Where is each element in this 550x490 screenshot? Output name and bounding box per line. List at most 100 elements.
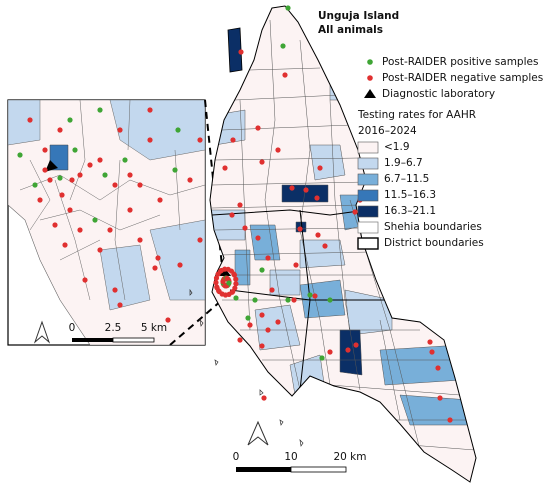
legend-swatch	[357, 141, 379, 154]
positive-sample	[319, 355, 325, 361]
positive-sample	[226, 280, 232, 286]
negative-sample	[230, 137, 236, 143]
north-arrow	[247, 420, 269, 446]
negative-sample	[231, 271, 237, 277]
negative-sample	[112, 182, 118, 188]
negative-sample	[230, 289, 236, 295]
negative-sample	[247, 322, 253, 328]
negative-sample	[177, 262, 183, 268]
negative-sample	[353, 342, 359, 348]
positive-sample	[327, 297, 333, 303]
legend-label: 1.9–6.7	[384, 157, 423, 169]
negative-sample	[218, 268, 224, 274]
scale-label: 0	[233, 451, 240, 463]
legend-heading: Testing rates for AAHR	[357, 109, 476, 121]
positive-sample	[57, 175, 63, 181]
islet	[227, 27, 243, 73]
inset-map: 0 2.5 5 km	[7, 99, 206, 346]
legend-period: 2016–2024	[358, 125, 417, 137]
shehia	[269, 269, 301, 296]
laboratory	[219, 268, 231, 276]
negative-sample	[155, 255, 161, 261]
negative-sample	[97, 157, 103, 163]
inset-north-arrow	[33, 320, 51, 344]
negative-sample	[127, 207, 133, 213]
negative-sample	[137, 237, 143, 243]
inset-shehia	[149, 219, 205, 301]
shehia	[281, 184, 329, 203]
negative-sample	[261, 395, 267, 401]
legend-swatch	[357, 205, 379, 218]
positive-sample	[17, 152, 23, 158]
legend-swatch	[357, 157, 379, 170]
positive-sample	[259, 267, 265, 273]
inset-scale-label: 0	[69, 322, 76, 334]
negative-sample	[265, 327, 271, 333]
positive-sample	[92, 217, 98, 223]
negative-sample	[157, 197, 163, 203]
positive-sample	[97, 107, 103, 113]
positive-sample	[285, 297, 291, 303]
negative-sample	[214, 285, 220, 291]
negative-sample	[345, 347, 351, 353]
shehia	[210, 209, 246, 241]
negative-sample	[233, 281, 239, 287]
negative-sample	[259, 312, 265, 318]
legend-label: Diagnostic laboratory	[382, 88, 495, 100]
shehia	[344, 289, 393, 336]
negative-sample	[112, 287, 118, 293]
negative-sample	[289, 185, 295, 191]
shehia	[299, 279, 346, 319]
inset-shehia	[8, 100, 41, 146]
legend-swatch	[357, 221, 379, 234]
negative-sample	[59, 192, 65, 198]
negative-sample	[197, 137, 203, 143]
negative-sample	[107, 227, 113, 233]
negative-sample	[312, 293, 318, 299]
negative-sample	[237, 337, 243, 343]
positive-sample	[67, 117, 73, 123]
negative-sample	[322, 243, 328, 249]
inset-shehia	[109, 100, 205, 161]
negative-sample	[275, 147, 281, 153]
negative-sample	[315, 232, 321, 238]
negative-sample	[42, 167, 48, 173]
negative-sample	[197, 237, 203, 243]
scale-label: 10	[284, 451, 297, 463]
inset-connector	[169, 99, 223, 346]
negative-sample	[291, 297, 297, 303]
negative-sample	[327, 349, 333, 355]
negative-sample	[259, 343, 265, 349]
inset-scale-label: 2.5	[105, 322, 122, 334]
legend-label: 6.7–11.5	[384, 173, 429, 185]
negative-sample	[259, 159, 265, 165]
negative-sample	[429, 349, 435, 355]
shehia	[249, 224, 281, 261]
positive-sample	[280, 43, 286, 49]
positive-sample	[285, 5, 291, 11]
negative-sample	[435, 365, 441, 371]
negative-sample	[255, 235, 261, 241]
legend-label: 16.3–21.1	[384, 205, 436, 217]
negative-sample	[269, 287, 275, 293]
inset-scale-bar	[72, 338, 113, 342]
negative-sample	[97, 247, 103, 253]
negative-sample	[69, 177, 75, 183]
shehia	[379, 344, 463, 386]
negative-sample	[137, 182, 143, 188]
negative-sample	[233, 276, 239, 282]
negative-sample	[314, 195, 320, 201]
negative-sample	[282, 72, 288, 78]
negative-sample	[213, 275, 220, 281]
negative-sample	[293, 262, 299, 268]
positive-sample	[175, 127, 181, 133]
negative-sample	[117, 127, 123, 133]
negative-sample	[42, 147, 48, 153]
shehia	[399, 394, 471, 426]
negative-sample	[317, 165, 323, 171]
negative-sample	[427, 339, 433, 345]
map-subtitle: All animals	[318, 24, 383, 36]
legend: Post-RAIDER positive samples Post-RAIDER …	[357, 56, 543, 250]
inset-boundaries	[19, 100, 205, 301]
shehia	[309, 144, 346, 181]
